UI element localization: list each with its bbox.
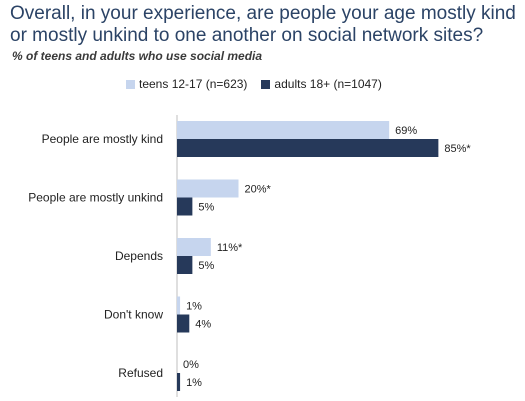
bar-adults-refused bbox=[177, 373, 181, 391]
bar-adults-depends bbox=[177, 256, 193, 274]
data-label-teens-don-t-know: 1% bbox=[186, 301, 202, 313]
chart-subtitle: % of teens and adults who use social med… bbox=[12, 49, 263, 63]
bar-teens-people-are-mostly-unkind bbox=[177, 179, 239, 198]
category-label-depends: Depends bbox=[115, 249, 163, 263]
data-label-teens-refused: 0% bbox=[183, 359, 199, 371]
data-label-teens-people-are-mostly-kind: 69% bbox=[395, 125, 417, 137]
legend-item-adults: adults 18+ (n=1047) bbox=[261, 77, 382, 91]
data-label-adults-refused: 1% bbox=[186, 377, 202, 389]
data-label-teens-people-are-mostly-unkind: 20%* bbox=[245, 184, 272, 196]
data-label-adults-people-are-mostly-kind: 85%* bbox=[444, 143, 471, 155]
bar-adults-people-are-mostly-kind bbox=[177, 139, 439, 157]
bar-teens-don-t-know bbox=[177, 296, 181, 315]
chart-title: Overall, in your experience, are people … bbox=[10, 3, 516, 46]
bar-teens-people-are-mostly-kind bbox=[177, 121, 390, 139]
data-label-teens-depends: 11%* bbox=[217, 242, 243, 254]
legend-swatch-adults bbox=[261, 79, 271, 89]
category-label-don-t-know: Don't know bbox=[104, 308, 163, 322]
category-label-refused: Refused bbox=[118, 366, 163, 380]
bar-teens-depends bbox=[177, 238, 211, 256]
data-label-adults-don-t-know: 4% bbox=[195, 319, 211, 331]
category-label-people-are-mostly-unkind: People are mostly unkind bbox=[28, 191, 163, 205]
legend: teens 12-17 (n=623) adults 18+ (n=1047) bbox=[126, 77, 382, 91]
legend-label-adults: adults 18+ (n=1047) bbox=[274, 77, 382, 91]
legend-swatch-teens bbox=[126, 79, 135, 89]
legend-label-teens: teens 12-17 (n=623) bbox=[139, 77, 248, 91]
data-label-adults-depends: 5% bbox=[198, 260, 214, 272]
category-label-people-are-mostly-kind: People are mostly kind bbox=[42, 132, 163, 146]
bar-adults-people-are-mostly-unkind bbox=[177, 197, 193, 216]
legend-item-teens: teens 12-17 (n=623) bbox=[126, 77, 247, 91]
data-label-adults-people-are-mostly-unkind: 5% bbox=[198, 202, 214, 214]
bar-adults-don-t-know bbox=[177, 314, 190, 333]
